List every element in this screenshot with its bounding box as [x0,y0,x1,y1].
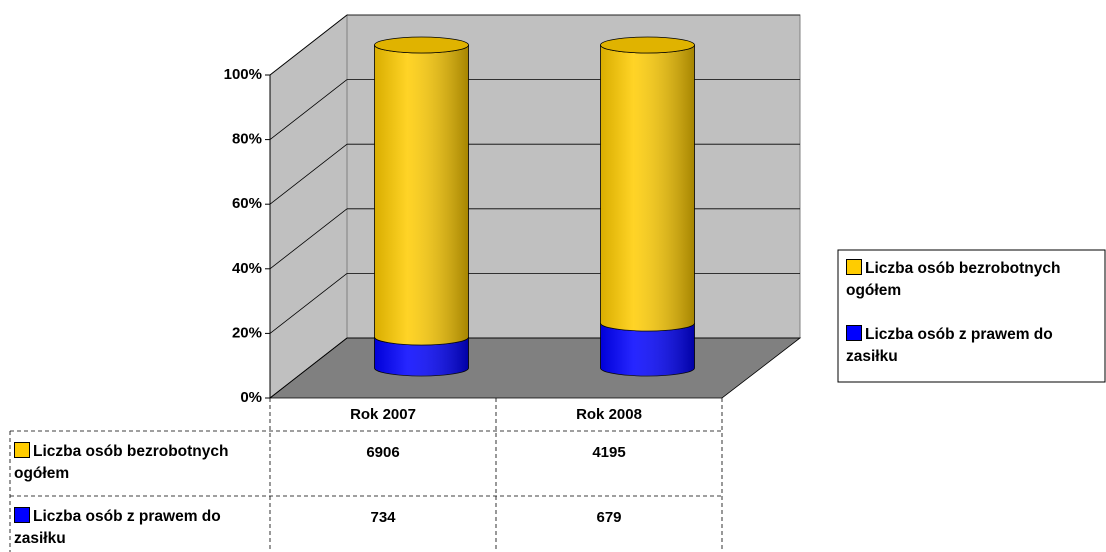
table-row-label: Liczba osób bezrobotnych ogółem [14,441,264,485]
legend-entry: Liczba osób z prawem do zasiłku [846,324,1102,368]
cylinder-top [374,36,469,54]
x-tick-label: Rok 2007 [350,406,416,423]
label-text: Liczba osób z prawem do zasiłku [14,508,221,547]
cylinder-top-shade [374,37,469,53]
table-row-label: Liczba osób z prawem do zasiłku [14,506,264,550]
y-tick-label: 80% [232,131,262,148]
legend-box [837,249,1106,383]
cylinder-top-shade [600,37,695,53]
grid-line [269,337,348,399]
legend-key [14,442,30,458]
legend-key [846,259,862,275]
cylinder-shade [600,323,695,376]
y-tick-label: 40% [232,260,262,277]
x-tick-label: Rok 2008 [576,406,642,423]
y-tick-label: 0% [240,389,262,406]
label-text: Liczba osób bezrobotnych ogółem [846,260,1061,299]
data-table-grid [9,398,723,552]
cylinder-shade [600,45,695,332]
table-value: 4195 [592,444,625,461]
grid-line [269,143,348,205]
y-tick-label: 20% [232,324,262,341]
label-text: Liczba osób bezrobotnych ogółem [14,443,229,482]
table-value: 679 [596,509,621,526]
label-text: Liczba osób z prawem do zasiłku [846,326,1053,365]
legend-key [14,507,30,523]
grid-line [269,273,348,334]
y-tick-label: 60% [232,195,262,212]
grid-line [269,14,348,76]
legend-key [846,325,862,341]
y-tick-label: 100% [224,66,262,83]
grid-line [269,208,348,270]
grid-line [269,79,348,140]
floor [268,337,802,399]
cylinder-shade [374,336,469,376]
table-value: 734 [370,509,396,526]
legend-entry: Liczba osób bezrobotnych ogółem [846,258,1102,302]
cylinder-shade [374,45,469,345]
side-wall [269,13,348,400]
table-value: 6906 [366,444,399,461]
cylinder-top [600,36,695,54]
